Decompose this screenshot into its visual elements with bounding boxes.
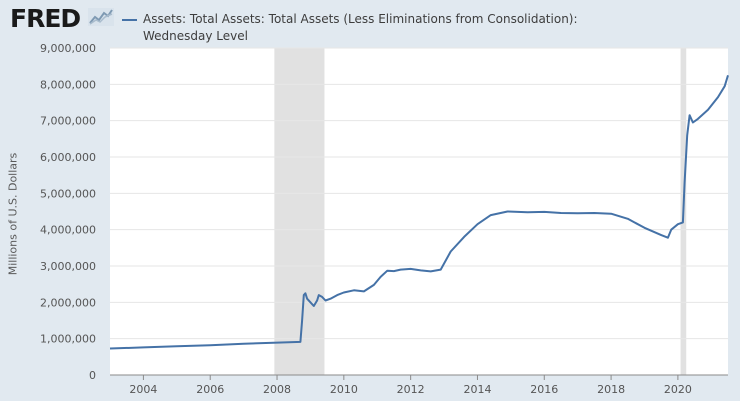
y-tick-label: 9,000,000 — [40, 42, 96, 55]
x-tick-label: 2010 — [330, 383, 358, 396]
chart-legend: Assets: Total Assets: Total Assets (Less… — [122, 11, 642, 45]
x-tick-label: 2006 — [196, 383, 224, 396]
recession-band-0 — [274, 48, 325, 375]
series-line-0 — [109, 75, 729, 350]
y-tick-label: 0 — [89, 369, 96, 382]
y-tick-label: 3,000,000 — [40, 260, 96, 273]
y-tick-label: 1,000,000 — [40, 333, 96, 346]
fred-logo[interactable]: FRED — [10, 4, 81, 33]
gridlines — [110, 47, 728, 340]
x-tick-label: 2014 — [463, 383, 491, 396]
y-tick-label: 4,000,000 — [40, 224, 96, 237]
y-tick-label: 2,000,000 — [40, 296, 96, 309]
fred-chart-icon — [88, 8, 114, 26]
y-tick-label: 6,000,000 — [40, 151, 96, 164]
x-tick-label: 2008 — [263, 383, 291, 396]
y-tick-label: 5,000,000 — [40, 187, 96, 200]
axes: 0 1,000,000 2,000,000 3,000,000 4,000,000 5,0… — [40, 42, 728, 396]
x-tick-label: 2012 — [397, 383, 425, 396]
y-tick-label: 8,000,000 — [40, 78, 96, 91]
x-tick-label: 2004 — [129, 383, 157, 396]
x-tick-label: 2018 — [597, 383, 625, 396]
legend-label: Assets: Total Assets: Total Assets (Less… — [143, 12, 578, 43]
x-tick-label: 2016 — [530, 383, 558, 396]
x-tick-label: 2020 — [664, 383, 692, 396]
legend-swatch — [122, 19, 137, 21]
y-tick-label: 7,000,000 — [40, 115, 96, 128]
series-layer — [109, 75, 729, 350]
plot-background — [110, 48, 728, 375]
